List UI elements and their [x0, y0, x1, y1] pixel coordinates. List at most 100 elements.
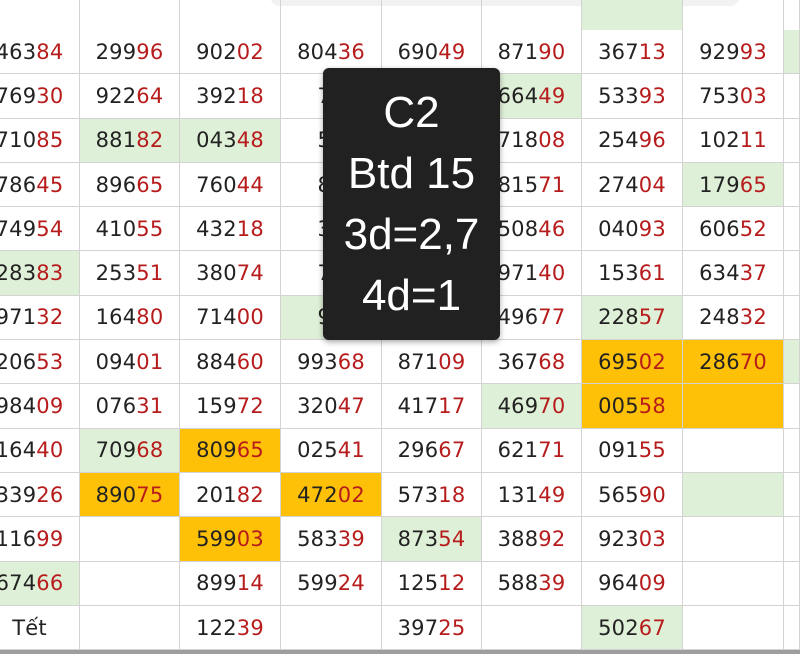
cell-number-prefix: 432 — [196, 216, 237, 241]
cell-number-prefix: 228 — [598, 305, 639, 330]
table-cell: 025 41 — [281, 428, 382, 473]
cell-number-prefix: 102 — [699, 128, 740, 153]
table-cell: 760 44 — [180, 162, 281, 208]
table-cell: 695 02 — [582, 340, 683, 385]
cell-number-prefix: 695 — [598, 349, 639, 374]
table-cell — [784, 162, 800, 208]
table-cell — [784, 428, 800, 473]
table-cell: 179 65 — [683, 162, 784, 208]
table-cell: 709 68 — [80, 428, 180, 473]
cell-number-prefix: 274 — [598, 172, 639, 197]
cell-number-prefix: 040 — [598, 216, 639, 241]
cell-number-prefix: 588 — [497, 571, 539, 596]
cell-number-prefix: 164 — [95, 305, 137, 330]
header-strip-cell — [80, 0, 180, 30]
cell-number-prefix: 496 — [497, 305, 539, 330]
table-cell — [482, 605, 582, 651]
cell-number-tail: 54 — [438, 526, 466, 551]
table-cell — [281, 605, 382, 651]
cell-number-tail: 55 — [136, 216, 164, 241]
table-cell — [683, 428, 784, 473]
cell-number-tail: 11 — [739, 128, 767, 153]
table-cell: 367 68 — [482, 340, 582, 385]
header-strip-cell — [582, 0, 683, 30]
cell-number-tail: 02 — [638, 349, 666, 374]
cell-number-prefix: 469 — [497, 394, 539, 419]
cell-number-tail: 71 — [538, 438, 566, 463]
cell-number-prefix: 769 — [0, 83, 37, 108]
cell-number-tail: 40 — [36, 438, 64, 463]
cell-number-tail: 93 — [638, 216, 666, 241]
table-cell: Tết — [0, 605, 80, 651]
table-cell — [683, 384, 784, 429]
table-cell: 565 90 — [582, 472, 683, 518]
table-cell: 502 67 — [582, 605, 683, 651]
top-search-pill — [270, 0, 740, 6]
cell-number-tail: 39 — [236, 615, 264, 640]
table-cell: 122 39 — [180, 605, 281, 651]
cell-number-prefix: 153 — [598, 261, 639, 286]
table-cell: 472 02 — [281, 472, 382, 518]
cell-number-prefix: 971 — [497, 261, 539, 286]
cell-number-tail: 82 — [136, 128, 164, 153]
table-cell: 922 64 — [80, 74, 180, 119]
cell-number-tail: 90 — [638, 482, 666, 507]
cell-number-prefix: 890 — [95, 482, 137, 507]
table-cell: 871 90 — [482, 30, 582, 75]
table-cell — [784, 251, 800, 296]
cell-number-tail: 65 — [739, 172, 767, 197]
cell-number-tail: 37 — [739, 261, 767, 286]
table-bottom-border — [0, 650, 800, 654]
cell-number-tail: 83 — [36, 261, 64, 286]
header-strip-cell — [784, 0, 800, 30]
cell-number-tail: 03 — [236, 526, 264, 551]
table-cell: 871 09 — [382, 340, 482, 385]
table-cell: 201 82 — [180, 472, 281, 518]
cell-number-tail: 09 — [36, 394, 64, 419]
cell-number-tail: 65 — [236, 438, 264, 463]
cell-number-tail: 65 — [136, 172, 164, 197]
table-cell — [784, 472, 800, 518]
cell-number-tail: 68 — [136, 438, 164, 463]
table-cell: 254 96 — [582, 118, 683, 163]
header-strip-cell — [382, 0, 482, 30]
table-cell: 804 36 — [281, 30, 382, 75]
table-cell — [683, 472, 784, 518]
cell-number-prefix: 599 — [297, 571, 338, 596]
cell-number-tail: 49 — [538, 83, 566, 108]
cell-number-tail: 04 — [638, 172, 666, 197]
cell-number-tail: 47 — [337, 394, 365, 419]
table-cell: 496 77 — [482, 295, 582, 341]
table-cell: 98409 — [0, 384, 80, 429]
cell-number-prefix: 573 — [397, 482, 439, 507]
cell-number-tail: 68 — [538, 349, 566, 374]
table-header-strip — [0, 0, 800, 30]
cell-number-tail: 60 — [236, 349, 264, 374]
cell-number-tail: 93 — [638, 83, 666, 108]
table-cell: 890 75 — [80, 472, 180, 518]
cell-number-tail: 02 — [236, 39, 264, 64]
table-cell — [683, 517, 784, 562]
cell-number-prefix: 710 — [0, 128, 37, 153]
overlay-line-1: C2 — [383, 87, 440, 137]
table-cell — [784, 561, 800, 606]
cell-number-prefix: 463 — [0, 39, 37, 64]
header-strip-cell — [0, 0, 80, 30]
cell-number-prefix: 122 — [196, 615, 237, 640]
cell-number-prefix: Tết — [12, 615, 47, 640]
cell-number-prefix: 873 — [397, 526, 439, 551]
header-strip-cell — [482, 0, 582, 30]
cell-number-tail: 46 — [538, 216, 566, 241]
table-cell: 392 18 — [180, 74, 281, 119]
cell-number-prefix: 339 — [0, 482, 37, 507]
table-cell: 714 00 — [180, 295, 281, 341]
table-cell: 228 57 — [582, 295, 683, 341]
table-cell: 873 54 — [382, 517, 482, 562]
cell-number-prefix: 896 — [95, 172, 137, 197]
table-cell: 881 82 — [80, 118, 180, 163]
cell-number-tail: 84 — [36, 39, 64, 64]
cell-number-tail: 55 — [638, 438, 666, 463]
cell-number-prefix: 871 — [397, 349, 439, 374]
table-cell: 718 08 — [482, 118, 582, 163]
cell-number-prefix: 091 — [598, 438, 639, 463]
